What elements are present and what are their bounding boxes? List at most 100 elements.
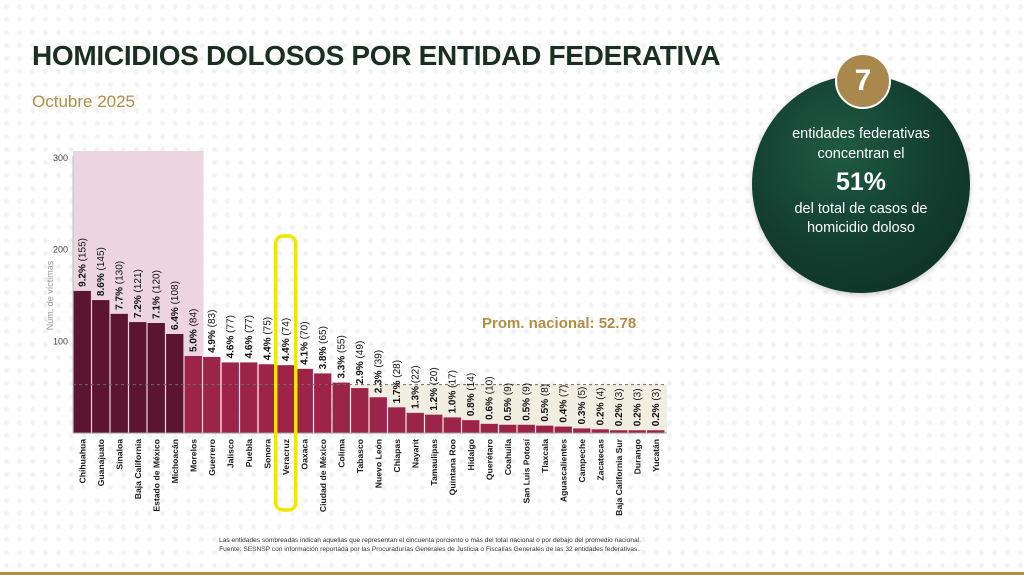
bottom-rule — [0, 572, 1024, 575]
data-label: 1.0% (17) — [447, 370, 458, 413]
x-tick-label: Oaxaca — [299, 439, 309, 470]
bar-michoacán — [166, 334, 184, 433]
data-label: 7.1% (120) — [151, 270, 162, 319]
data-label-percent: 5.0% — [188, 326, 199, 352]
x-tick-label: Chihuahua — [77, 439, 87, 484]
x-tick-label: Sonora — [262, 439, 272, 469]
data-label: 0.2% (4) — [595, 388, 606, 426]
data-label-count: (3) — [632, 388, 643, 400]
data-label-percent: 1.2% — [429, 385, 440, 411]
callout-percent: 51% — [835, 168, 887, 196]
data-label: 7.2% (121) — [133, 269, 144, 318]
data-label-count: (9) — [503, 383, 514, 395]
data-label-percent: 1.7% — [392, 378, 403, 404]
bar-baja-california-sur — [610, 430, 628, 433]
x-tick-label: Colima — [336, 439, 346, 468]
data-label-percent: 4.4% — [262, 335, 273, 361]
data-label-count: (108) — [170, 281, 181, 304]
bar-campeche — [573, 428, 591, 433]
x-tick-label: Hidalgo — [466, 439, 476, 471]
x-tick-label: Coahuila — [503, 439, 513, 476]
data-label-percent: 0.5% — [521, 395, 532, 421]
bar-morelos — [184, 356, 202, 433]
bar-nuevo-león — [369, 397, 387, 433]
bar-yucatán — [647, 430, 665, 433]
x-tick-label: San Luis Potosí — [521, 438, 531, 503]
data-label-count: (7) — [558, 385, 569, 397]
bar-sonora — [258, 364, 276, 433]
data-label: 9.2% (155) — [77, 238, 88, 287]
data-label-count: (4) — [595, 388, 606, 400]
data-label-percent: 1.0% — [447, 388, 458, 414]
x-tick-label: Tlaxcala — [540, 439, 550, 473]
data-label-count: (83) — [207, 310, 218, 328]
callout-line-2: del total de casos de homicidio doloso — [794, 201, 928, 236]
bar-veracruz — [277, 365, 295, 433]
data-label: 0.8% (14) — [466, 373, 477, 416]
data-label-percent: 7.1% — [151, 293, 162, 319]
x-tick-label: Baja California Sur — [614, 438, 624, 516]
data-label: 4.1% (70) — [299, 321, 310, 364]
data-label: 3.8% (65) — [318, 326, 329, 369]
data-label-percent: 4.1% — [299, 339, 310, 365]
x-tick-label: Tabasco — [355, 439, 365, 473]
data-label: 4.9% (83) — [207, 310, 218, 353]
bar-sinaloa — [110, 313, 128, 433]
data-label-count: (130) — [114, 261, 125, 284]
data-label-percent: 0.3% — [577, 399, 588, 425]
x-tick-label: Michoacán — [170, 439, 180, 483]
bar-querétaro — [480, 423, 498, 433]
data-label: 6.4% (108) — [170, 281, 181, 330]
data-label-count: (120) — [151, 270, 162, 293]
x-tick-label: Zacatecas — [595, 439, 605, 481]
data-label-count: (121) — [133, 269, 144, 292]
data-label-percent: 4.4% — [281, 336, 292, 362]
data-label-count: (155) — [77, 238, 88, 261]
bar-guanajuato — [92, 300, 110, 433]
data-label: 0.4% (7) — [558, 385, 569, 423]
data-label-percent: 2.9% — [355, 359, 366, 385]
data-label-percent: 0.4% — [558, 397, 569, 423]
data-label: 1.7% (28) — [392, 360, 403, 403]
bar-nayarit — [406, 412, 424, 433]
x-tick-label: Aguascalientes — [558, 439, 568, 502]
data-label-count: (3) — [651, 388, 662, 400]
data-label: 0.5% (9) — [503, 383, 514, 421]
data-label-count: (74) — [281, 318, 292, 336]
data-label: 0.5% (8) — [540, 384, 551, 422]
data-label-percent: 7.7% — [114, 284, 125, 310]
bar-hidalgo — [462, 420, 480, 433]
x-tick-label: Puebla — [244, 439, 254, 467]
data-label-percent: 4.6% — [244, 333, 255, 359]
data-label: 2.3% (39) — [373, 350, 384, 393]
bar-aguascalientes — [554, 426, 572, 433]
data-label-count: (65) — [318, 326, 329, 344]
data-label-percent: 8.6% — [96, 271, 107, 297]
data-label-count: (84) — [188, 309, 199, 327]
data-label-count: (70) — [299, 321, 310, 339]
data-label-percent: 7.2% — [133, 293, 144, 319]
x-tick-label: Ciudad de México — [318, 439, 328, 512]
data-label-count: (20) — [429, 367, 440, 385]
page-subtitle: Octubre 2025 — [32, 92, 136, 111]
callout-count-badge: 7 — [835, 53, 891, 109]
x-tick-label: Jalisco — [225, 439, 235, 468]
bar-tabasco — [351, 388, 369, 433]
data-label: 0.2% (3) — [632, 388, 643, 426]
bar-ciudad-de-méxico — [314, 373, 332, 433]
bar-tlaxcala — [536, 425, 554, 433]
data-label-percent: 0.5% — [540, 396, 551, 422]
highlight-box — [274, 234, 298, 512]
data-label: 4.6% (77) — [244, 315, 255, 358]
y-axis-label: Núm. de víctimas — [45, 260, 55, 330]
data-label-percent: 1.3% — [410, 383, 421, 409]
data-label: 7.7% (130) — [114, 261, 125, 310]
x-tick-label: Yucatán — [651, 439, 661, 472]
data-label-percent: 0.8% — [466, 391, 477, 417]
data-label-count: (75) — [262, 317, 273, 335]
y-tick-label: 200 — [53, 245, 68, 255]
data-label-percent: 2.3% — [373, 368, 384, 394]
data-label: 0.5% (9) — [521, 383, 532, 421]
y-tick-label: 300 — [53, 153, 68, 163]
